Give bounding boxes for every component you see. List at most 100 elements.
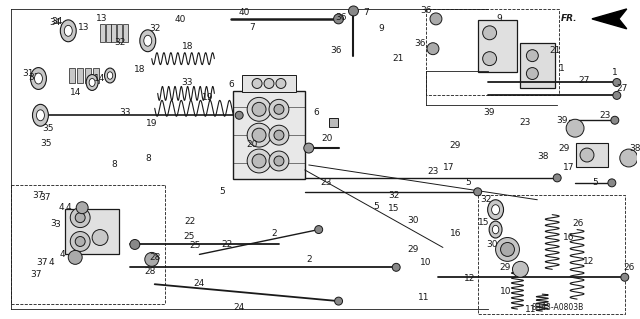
Text: 7: 7 [364,8,369,18]
Bar [477,20,518,71]
Text: 18: 18 [134,65,145,74]
Text: 26: 26 [623,263,634,272]
Circle shape [252,128,266,142]
Text: 8: 8 [111,160,116,169]
Text: 32: 32 [115,38,126,47]
Ellipse shape [35,73,42,84]
Text: 5: 5 [465,178,471,187]
Circle shape [274,130,284,140]
Circle shape [483,52,497,66]
Ellipse shape [86,75,98,90]
Text: 32: 32 [480,195,492,204]
Text: 39: 39 [556,116,568,125]
Text: 5: 5 [592,178,598,187]
Ellipse shape [60,20,76,42]
Text: 29: 29 [559,144,570,152]
Text: 24: 24 [234,303,245,312]
Text: 15: 15 [388,204,399,213]
Text: 38: 38 [629,144,640,152]
Text: 8: 8 [145,153,150,162]
Text: 15: 15 [478,218,490,227]
Circle shape [92,230,108,245]
Circle shape [252,154,266,168]
Circle shape [613,92,621,100]
Text: 16: 16 [563,233,575,242]
Ellipse shape [36,110,44,121]
Circle shape [76,213,85,223]
Circle shape [76,202,88,214]
Circle shape [621,273,628,281]
Text: 10: 10 [500,287,511,296]
Text: 4: 4 [58,203,64,212]
Text: 37: 37 [30,270,42,279]
Circle shape [427,43,439,55]
Text: 1: 1 [559,64,564,73]
Circle shape [620,149,637,167]
Bar [69,68,76,84]
Circle shape [236,111,243,119]
Circle shape [269,125,289,145]
Text: 32: 32 [149,24,161,33]
Text: 34: 34 [51,17,62,26]
Circle shape [274,156,284,166]
Circle shape [76,236,85,247]
Text: 27: 27 [579,76,590,85]
Text: 3: 3 [50,219,56,228]
Text: 18: 18 [182,42,193,51]
Text: 33: 33 [119,108,131,117]
Circle shape [513,261,529,277]
Text: FR.: FR. [561,14,577,23]
Circle shape [247,149,271,173]
Circle shape [252,78,262,88]
Text: 6: 6 [314,108,319,117]
Bar [85,68,91,84]
Text: 16: 16 [450,229,461,239]
Ellipse shape [140,30,156,52]
Text: 2: 2 [271,229,277,239]
Circle shape [580,148,594,162]
Circle shape [130,240,140,249]
Text: 24: 24 [193,279,205,288]
Text: 29: 29 [500,263,511,272]
Text: 21: 21 [550,46,561,55]
Circle shape [392,263,400,271]
Text: 37: 37 [40,193,51,202]
Text: 13: 13 [96,14,108,23]
Text: 10: 10 [420,258,431,267]
Text: 17: 17 [444,163,455,172]
Circle shape [264,78,274,88]
Text: 39: 39 [483,108,495,117]
Text: 9: 9 [497,14,502,23]
Bar [106,24,111,42]
Text: 35: 35 [41,138,52,147]
Circle shape [274,104,284,114]
Bar [118,24,122,42]
Text: 1: 1 [612,68,618,77]
Bar [576,143,608,167]
Bar [65,209,120,254]
Text: 22: 22 [221,240,233,249]
Circle shape [566,119,584,137]
Circle shape [526,68,538,79]
Text: 29: 29 [450,141,461,150]
Text: 37: 37 [32,190,44,199]
Circle shape [495,238,520,261]
Text: 5: 5 [374,202,380,211]
Text: 9: 9 [378,24,384,33]
Text: 11: 11 [418,293,429,302]
Bar [329,118,338,127]
Text: 25: 25 [184,232,195,241]
Text: 23: 23 [520,118,531,127]
Text: 11: 11 [525,305,536,314]
Circle shape [269,151,289,171]
Text: 33: 33 [182,78,193,87]
Circle shape [276,78,286,88]
Ellipse shape [492,225,499,234]
Circle shape [483,26,497,40]
Circle shape [333,14,344,24]
Text: 34: 34 [50,19,61,27]
Ellipse shape [489,221,502,238]
Text: 31: 31 [28,73,40,82]
Text: 20: 20 [246,140,258,149]
Ellipse shape [144,35,152,46]
